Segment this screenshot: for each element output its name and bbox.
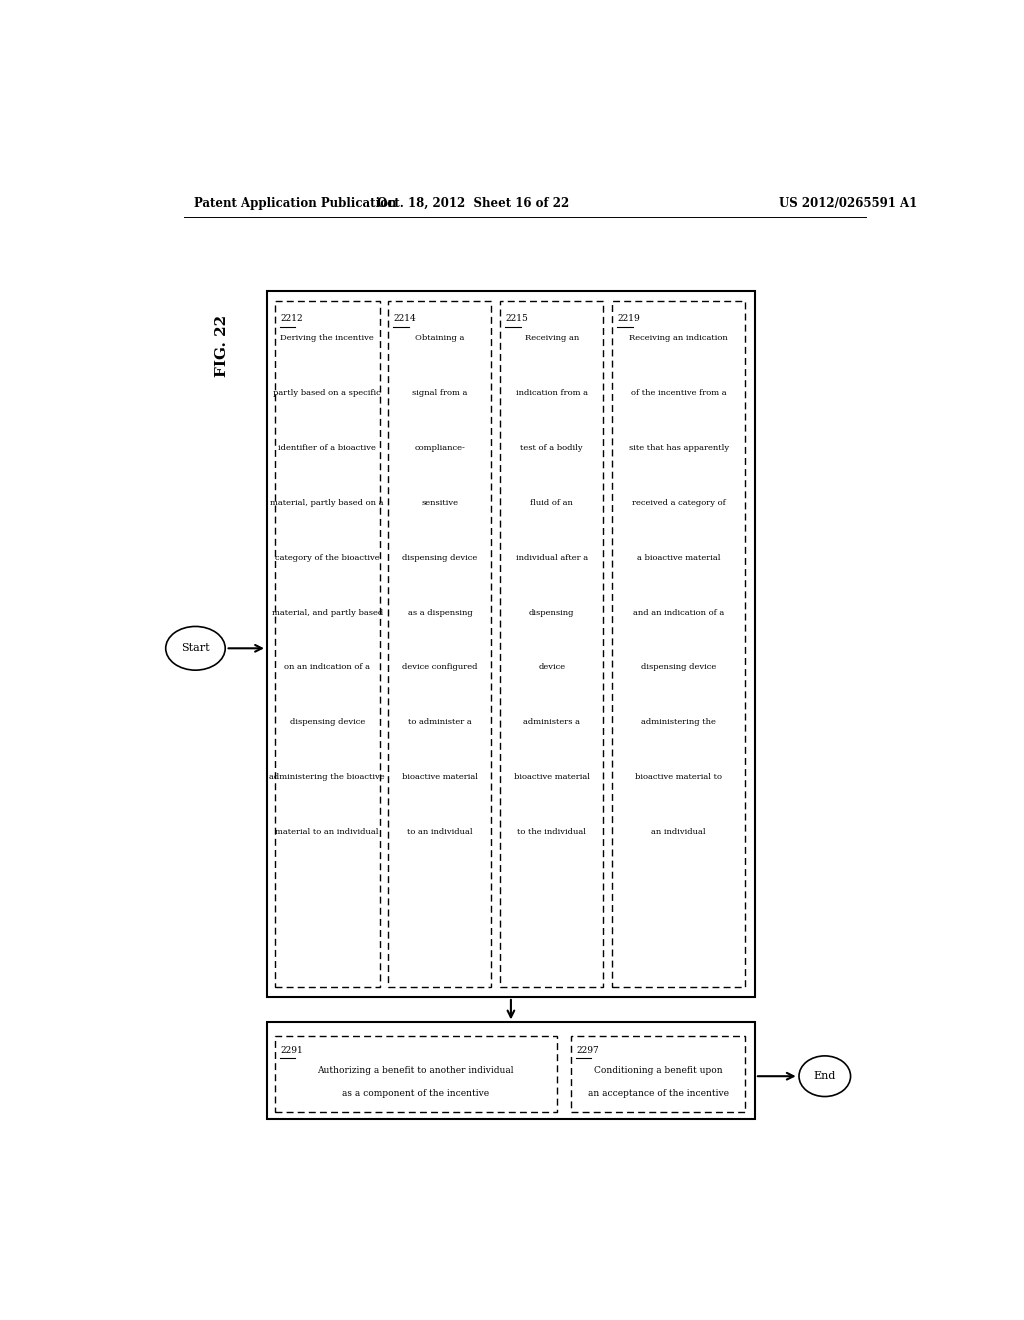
Text: Obtaining a: Obtaining a xyxy=(415,334,465,342)
Text: compliance-: compliance- xyxy=(415,444,465,451)
Text: identifier of a bioactive: identifier of a bioactive xyxy=(279,444,376,451)
Bar xyxy=(267,1022,755,1119)
Text: dispensing: dispensing xyxy=(529,609,574,616)
Text: dispensing device: dispensing device xyxy=(641,664,717,672)
Text: 2214: 2214 xyxy=(394,314,417,323)
Text: dispensing device: dispensing device xyxy=(290,718,365,726)
Text: bioactive material: bioactive material xyxy=(401,774,478,781)
Text: and an indication of a: and an indication of a xyxy=(633,609,724,616)
Text: received a category of: received a category of xyxy=(632,499,726,507)
Text: administers a: administers a xyxy=(523,718,581,726)
Text: Deriving the incentive: Deriving the incentive xyxy=(281,334,374,342)
Text: as a dispensing: as a dispensing xyxy=(408,609,472,616)
Text: Authorizing a benefit to another individual: Authorizing a benefit to another individ… xyxy=(317,1067,514,1074)
Bar xyxy=(267,290,755,997)
Text: test of a bodily: test of a bodily xyxy=(520,444,583,451)
Text: Receiving an indication: Receiving an indication xyxy=(630,334,728,342)
Text: US 2012/0265591 A1: US 2012/0265591 A1 xyxy=(778,197,918,210)
Text: bioactive material to: bioactive material to xyxy=(635,774,722,781)
Text: 2297: 2297 xyxy=(577,1045,599,1055)
Text: administering the: administering the xyxy=(641,718,716,726)
Ellipse shape xyxy=(166,627,225,671)
Text: on an indication of a: on an indication of a xyxy=(285,664,371,672)
Text: material, partly based on a: material, partly based on a xyxy=(270,499,384,507)
Text: partly based on a specific: partly based on a specific xyxy=(273,389,381,397)
Text: to administer a: to administer a xyxy=(408,718,472,726)
Text: 2291: 2291 xyxy=(281,1045,303,1055)
Text: sensitive: sensitive xyxy=(422,499,459,507)
Text: 2215: 2215 xyxy=(506,314,528,323)
Bar xyxy=(274,301,380,987)
Bar xyxy=(500,301,603,987)
Text: an acceptance of the incentive: an acceptance of the incentive xyxy=(588,1089,729,1098)
Text: individual after a: individual after a xyxy=(516,553,588,562)
Text: Patent Application Publication: Patent Application Publication xyxy=(194,197,396,210)
Text: FIG. 22: FIG. 22 xyxy=(215,315,228,378)
Text: an individual: an individual xyxy=(651,828,707,836)
Text: Oct. 18, 2012  Sheet 16 of 22: Oct. 18, 2012 Sheet 16 of 22 xyxy=(377,197,569,210)
Text: material to an individual: material to an individual xyxy=(275,828,379,836)
Text: signal from a: signal from a xyxy=(413,389,468,397)
Text: a bioactive material: a bioactive material xyxy=(637,553,721,562)
Ellipse shape xyxy=(799,1056,851,1097)
Bar xyxy=(274,1036,557,1111)
Text: material, and partly based: material, and partly based xyxy=(271,609,383,616)
Bar xyxy=(612,301,745,987)
Text: device configured: device configured xyxy=(402,664,477,672)
Text: Conditioning a benefit upon: Conditioning a benefit upon xyxy=(594,1067,723,1074)
Bar xyxy=(388,301,492,987)
Text: 2219: 2219 xyxy=(617,314,640,323)
Text: of the incentive from a: of the incentive from a xyxy=(631,389,727,397)
Text: device: device xyxy=(539,664,565,672)
Text: to an individual: to an individual xyxy=(408,828,473,836)
Text: to the individual: to the individual xyxy=(517,828,587,836)
Text: Receiving an: Receiving an xyxy=(524,334,579,342)
Bar xyxy=(570,1036,745,1111)
Text: dispensing device: dispensing device xyxy=(402,553,477,562)
Text: Start: Start xyxy=(181,643,210,653)
Text: 2212: 2212 xyxy=(281,314,303,323)
Text: fluid of an: fluid of an xyxy=(530,499,573,507)
Text: End: End xyxy=(814,1072,836,1081)
Text: as a component of the incentive: as a component of the incentive xyxy=(342,1089,489,1098)
Text: site that has apparently: site that has apparently xyxy=(629,444,729,451)
Text: category of the bioactive: category of the bioactive xyxy=(274,553,380,562)
Text: administering the bioactive: administering the bioactive xyxy=(269,774,385,781)
Text: indication from a: indication from a xyxy=(516,389,588,397)
Text: bioactive material: bioactive material xyxy=(514,774,590,781)
